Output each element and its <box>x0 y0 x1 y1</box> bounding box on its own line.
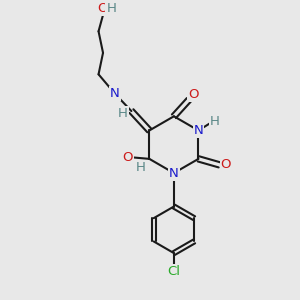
Text: O: O <box>122 151 133 164</box>
Text: O: O <box>221 158 231 171</box>
Text: O: O <box>97 2 107 14</box>
Text: N: N <box>110 87 120 100</box>
Text: N: N <box>169 167 179 180</box>
Text: N: N <box>194 124 203 137</box>
Text: O: O <box>188 88 199 101</box>
Text: H: H <box>118 107 128 120</box>
Text: H: H <box>210 115 220 128</box>
Text: Cl: Cl <box>167 265 180 278</box>
Text: H: H <box>106 2 116 14</box>
Text: H: H <box>136 161 146 174</box>
